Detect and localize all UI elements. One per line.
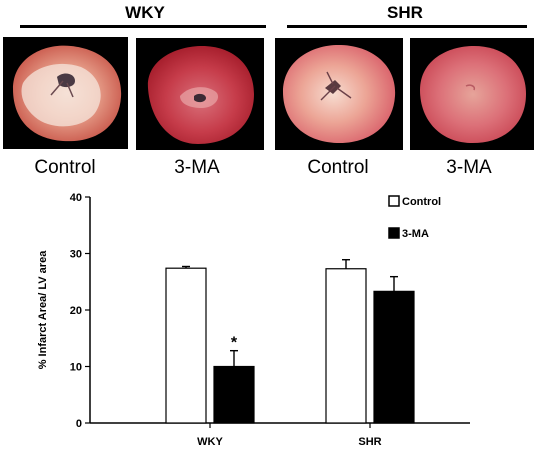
bar-wky-control [165, 267, 207, 424]
y-tick-label: 20 [70, 305, 82, 317]
chart-legend: Control 3-MA [388, 195, 441, 240]
legend-swatch-control [388, 195, 400, 207]
chart-bars: * [165, 259, 415, 424]
group-title-wky: WKY [125, 3, 165, 22]
y-tick-label: 30 [70, 249, 82, 261]
group-title-shr: SHR [387, 3, 423, 22]
photo-label-wky-control: Control [34, 157, 96, 178]
legend-label-3ma: 3-MA [402, 228, 429, 240]
bar-shr-3ma [373, 290, 415, 424]
significance-asterisk: * [231, 335, 238, 352]
bar-shr-control [325, 268, 367, 424]
y-axis-label: % Infarct Area/ LV area [37, 250, 49, 369]
heart-slice-photo-wky-3ma [136, 38, 264, 150]
photo-label-shr-control: Control [307, 157, 369, 178]
y-tick-label: 10 [70, 362, 82, 374]
chart-axes: 0 10 20 30 40 WKY SHR [70, 192, 470, 448]
photo-label-wky-3ma: 3-MA [174, 157, 220, 178]
heart-slice-photo-shr-3ma [410, 38, 534, 150]
y-tick-label: 0 [76, 418, 82, 430]
heart-slice-photo-shr-control [275, 38, 403, 150]
legend-swatch-3ma [388, 227, 400, 239]
photo-label-shr-3ma: 3-MA [446, 157, 492, 178]
x-tick-label: WKY [197, 436, 223, 448]
group-divider-shr [287, 25, 527, 28]
y-tick-label: 40 [70, 192, 82, 204]
x-tick-label: SHR [358, 436, 381, 448]
group-divider-wky [20, 25, 266, 28]
legend-label-control: Control [402, 196, 441, 208]
bar-wky-3ma [213, 365, 255, 424]
heart-slice-photo-wky-control [3, 37, 128, 149]
